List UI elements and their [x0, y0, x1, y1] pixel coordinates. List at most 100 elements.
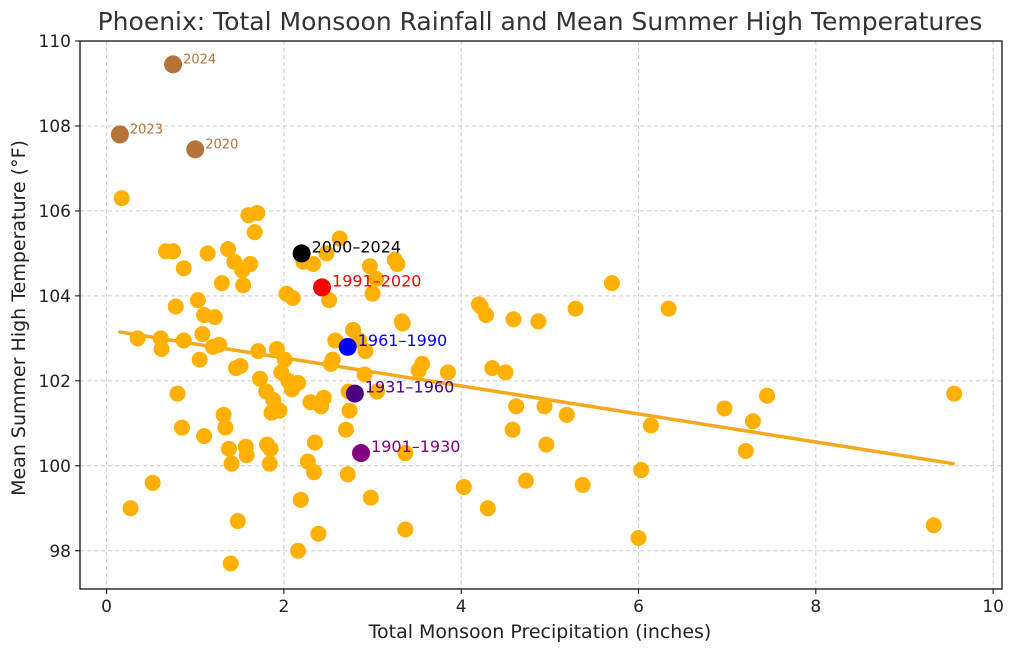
data-point — [479, 500, 496, 517]
y-tick-label: 110 — [39, 32, 71, 52]
data-point — [341, 402, 358, 419]
data-point — [306, 434, 323, 451]
axis-ticks: 0 2 4 6 8 10 98 100 102 104 106 108 110 — [39, 32, 1004, 617]
data-point — [122, 500, 139, 517]
data-point — [213, 275, 230, 292]
era-mean-label: 1961–1990 — [358, 331, 447, 350]
data-point — [290, 542, 307, 559]
data-point — [716, 400, 733, 417]
data-point — [315, 389, 332, 406]
era-mean-label: 1931–1960 — [365, 378, 454, 397]
highlight-year-label: 2024 — [183, 52, 216, 67]
data-point — [194, 326, 211, 343]
era-mean-label: 1901–1930 — [371, 437, 460, 456]
data-point — [517, 472, 534, 489]
data-point — [530, 313, 547, 330]
data-point — [220, 241, 237, 258]
data-point — [744, 413, 761, 430]
y-tick-label: 104 — [39, 287, 71, 307]
data-point — [321, 292, 338, 309]
era-mean-label: 2000–2024 — [312, 237, 401, 256]
data-point — [737, 442, 754, 459]
highlight-year-point — [164, 55, 183, 74]
data-point — [478, 307, 495, 323]
data-point — [356, 366, 373, 383]
data-point — [206, 309, 223, 326]
data-point — [242, 256, 259, 273]
data-point — [630, 530, 647, 547]
data-point — [251, 370, 268, 387]
data-point — [189, 292, 206, 309]
data-point — [223, 455, 240, 472]
data-point — [324, 351, 341, 368]
y-tick-label: 102 — [39, 372, 71, 392]
data-point — [229, 513, 246, 530]
chart-title: Phoenix: Total Monsoon Rainfall and Mean… — [98, 7, 983, 36]
x-tick-label: 6 — [633, 597, 644, 617]
data-point — [504, 421, 521, 438]
data-point — [660, 300, 677, 317]
data-point — [337, 421, 354, 438]
data-point — [364, 285, 381, 302]
data-point — [484, 360, 501, 377]
data-point — [394, 315, 411, 332]
data-point — [574, 476, 591, 493]
data-point — [232, 357, 249, 374]
era-mean-point — [338, 337, 357, 356]
x-tick-label: 2 — [278, 597, 289, 617]
highlight-year-label: 2023 — [130, 122, 163, 137]
data-point — [536, 398, 553, 415]
data-point — [339, 466, 356, 483]
data-point — [362, 489, 379, 506]
data-point — [129, 330, 146, 347]
data-point — [169, 385, 186, 402]
data-point — [271, 402, 288, 419]
data-point — [397, 445, 414, 462]
data-point — [505, 311, 522, 328]
data-point — [191, 351, 208, 368]
data-point — [558, 406, 575, 423]
data-point — [173, 419, 190, 436]
data-point — [235, 277, 252, 294]
data-point — [220, 440, 237, 457]
data-point — [414, 355, 431, 372]
era-mean-label: 1991–2020 — [332, 271, 421, 290]
data-point — [249, 205, 266, 222]
data-point — [306, 464, 323, 481]
data-point — [167, 298, 184, 315]
data-point — [165, 243, 182, 260]
data-point — [175, 260, 192, 277]
data-point — [222, 555, 239, 572]
data-point — [318, 245, 335, 262]
data-point — [759, 387, 776, 404]
data-point — [284, 290, 301, 307]
x-tick-label: 0 — [101, 597, 112, 617]
data-point — [455, 479, 472, 496]
highlight-years: 2024 2023 2020 — [110, 52, 238, 159]
data-point — [305, 256, 322, 273]
data-point — [246, 224, 263, 241]
x-tick-label: 4 — [456, 597, 467, 617]
data-point — [397, 521, 414, 538]
data-point — [196, 428, 213, 445]
era-means: 2000–2024 1991–2020 1961–1990 1931–1960 1901… — [292, 237, 460, 463]
plot-frame — [79, 40, 1003, 590]
data-point — [497, 364, 514, 381]
data-point — [199, 245, 216, 262]
data-point — [603, 275, 620, 292]
grid — [80, 40, 1002, 589]
data-point — [175, 332, 192, 349]
data-point — [211, 336, 228, 353]
x-tick-label: 8 — [810, 597, 821, 617]
data-point — [368, 270, 385, 287]
data-point — [153, 340, 170, 357]
era-mean-point — [313, 278, 332, 297]
data-point — [113, 190, 130, 207]
data-point — [262, 440, 279, 457]
data-point — [215, 406, 232, 423]
data-point — [250, 343, 267, 360]
data-point — [331, 230, 348, 247]
data-point — [439, 364, 456, 381]
data-point — [538, 436, 555, 453]
